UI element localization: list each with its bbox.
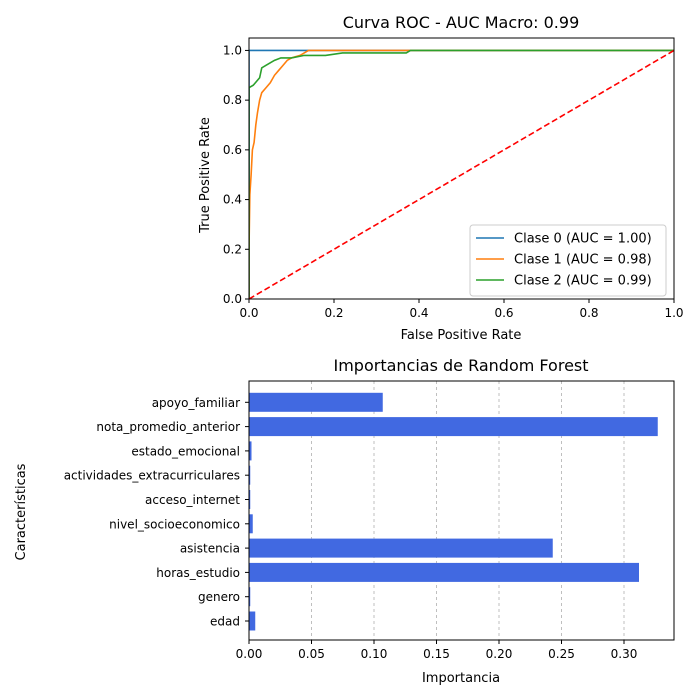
importance-x-tick-label: 0.25 [548, 647, 575, 661]
importance-bar-nota-promedio-anterior [249, 417, 658, 437]
importance-chart: Importancias de Random Forest 0.00 0.05 0.… [14, 356, 675, 686]
roc-legend-entry: Clase 1 (AUC = 0.98) [514, 253, 652, 268]
importance-y-axis-label: Características [14, 463, 29, 560]
importance-y-tick-label: nota_promedio_anterior [96, 420, 240, 434]
roc-x-tick-label: 0.6 [494, 306, 513, 320]
roc-chance-line [249, 49, 674, 299]
roc-y-axis-label: True Positive Rate [198, 117, 213, 234]
roc-chart: Curva ROC - AUC Macro: 0.99 0.0 0.2 0.4 0.6… [198, 13, 684, 343]
importance-x-tick-label: 0.00 [236, 647, 263, 661]
importance-bar-genero [249, 587, 251, 607]
importance-y-tick-label: actividades_extracurriculares [64, 469, 240, 483]
importance-title: Importancias de Random Forest [333, 356, 588, 375]
importance-y-tick-label: nivel_socioeconomico [109, 517, 240, 531]
roc-x-tick-label: 0.2 [324, 306, 343, 320]
importance-x-tick-label: 0.30 [611, 647, 638, 661]
importance-y-tick-label: edad [210, 615, 240, 629]
importance-bar-nivel-socioeconomico [249, 514, 253, 534]
roc-legend-entry: Clase 2 (AUC = 0.99) [514, 274, 652, 289]
importance-y-tick-label: genero [198, 590, 240, 604]
importance-x-ticks: 0.00 0.05 0.10 0.15 0.20 0.25 0.30 [236, 640, 638, 661]
roc-title: Curva ROC - AUC Macro: 0.99 [343, 13, 580, 32]
roc-y-tick-label: 0.4 [223, 193, 242, 207]
importance-y-tick-label: horas_estudio [156, 566, 240, 580]
roc-curve-clase-2 [249, 49, 674, 299]
roc-y-tick-label: 0.6 [223, 143, 242, 157]
roc-x-tick-label: 0.0 [239, 306, 258, 320]
importance-bar-actividades-extracurriculares [249, 465, 251, 485]
roc-y-tick-label: 0.8 [223, 93, 242, 107]
importance-x-tick-label: 0.15 [423, 647, 450, 661]
importance-y-ticks: edad genero horas_estudio asistencia nivel_s… [64, 396, 249, 629]
importance-bar-estado-emocional [249, 441, 252, 461]
roc-axes-frame [248, 37, 675, 300]
roc-x-tick-label: 0.4 [409, 306, 428, 320]
importance-y-tick-label: estado_emocional [131, 444, 240, 458]
importance-bars [249, 392, 658, 631]
importance-x-tick-label: 0.20 [486, 647, 513, 661]
importance-bar-acceso-internet [249, 490, 251, 509]
importance-x-axis-label: Importancia [422, 671, 500, 686]
roc-x-tick-label: 1.0 [664, 306, 683, 320]
roc-y-tick-label: 0.2 [223, 242, 242, 256]
importance-y-tick-label: acceso_internet [145, 493, 240, 507]
importance-y-tick-label: asistencia [180, 542, 240, 556]
importance-y-tick-label: apoyo_familiar [152, 396, 240, 410]
roc-curves [249, 49, 674, 299]
importance-bar-horas-estudio [249, 562, 639, 582]
roc-y-tick-label: 0.0 [223, 292, 242, 306]
roc-x-axis-label: False Positive Rate [401, 328, 522, 343]
importance-bar-asistencia [249, 538, 553, 558]
roc-legend-entry: Clase 0 (AUC = 1.00) [514, 232, 652, 247]
importance-x-tick-label: 0.10 [361, 647, 388, 661]
roc-y-ticks: 0.0 0.2 0.4 0.6 0.8 1.0 [223, 43, 249, 306]
importance-axes-frame [248, 380, 675, 641]
importance-x-tick-label: 0.05 [298, 647, 325, 661]
importance-bar-apoyo-familiar [249, 392, 383, 412]
roc-legend: Clase 0 (AUC = 1.00) Clase 1 (AUC = 0.98)… [469, 224, 667, 297]
roc-x-ticks: 0.0 0.2 0.4 0.6 0.8 1.0 [239, 299, 684, 320]
roc-legend-box [469, 224, 667, 297]
importance-bar-edad [249, 611, 256, 631]
roc-x-tick-label: 0.8 [579, 306, 598, 320]
roc-y-tick-label: 1.0 [223, 43, 242, 57]
